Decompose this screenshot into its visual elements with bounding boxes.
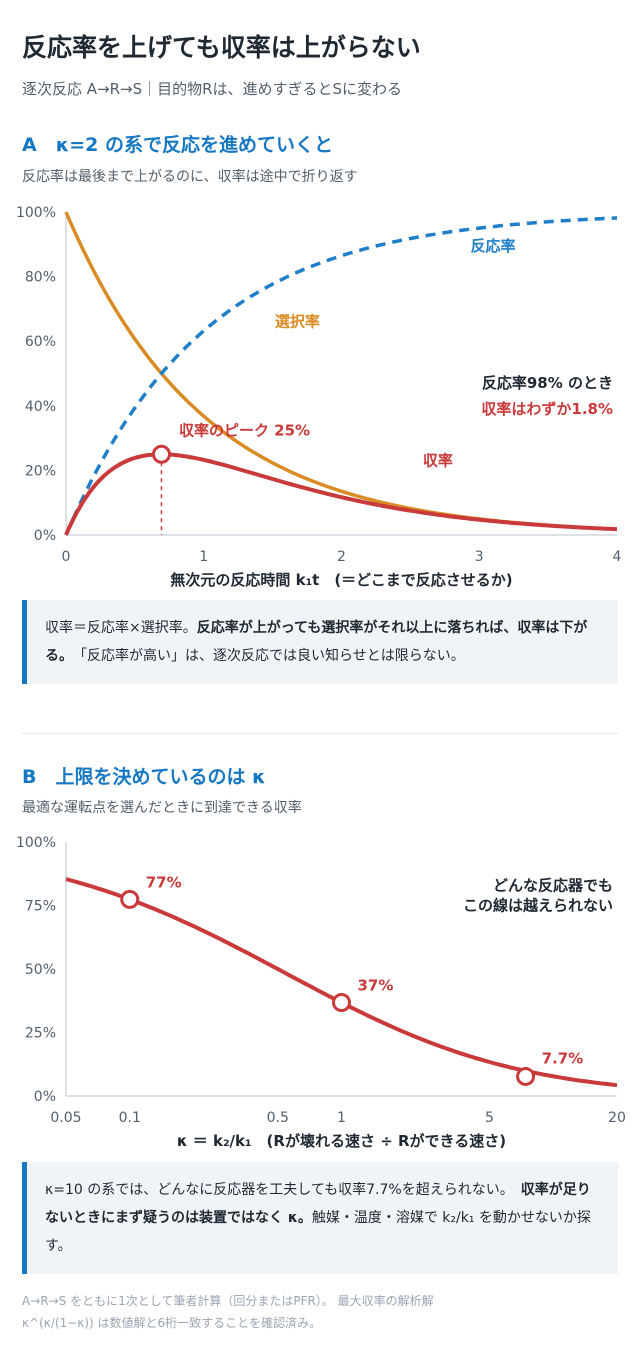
- note-b-text-2: 触媒・温度・溶媒で k₂/k₁ を動かせないか探す。: [45, 1210, 591, 1254]
- x-axis-label: 無次元の反応時間 k₁t (＝どこまで反応させるか): [170, 571, 512, 589]
- legend-label-selectivity: 選択率: [275, 313, 320, 331]
- y-tick-label: 40%: [25, 399, 56, 415]
- note-a-text-2: 「反応率が高い」は、逐次反応では良い知らせとは限らない。: [80, 648, 465, 664]
- x-tick-label: 1: [199, 549, 208, 565]
- x-tick-label: 0.5: [267, 1110, 289, 1126]
- x-tick-label: 4: [613, 549, 622, 565]
- point-label: 37%: [358, 977, 394, 995]
- x-tick-label: 3: [475, 549, 484, 565]
- y-tick-label: 0%: [34, 1089, 56, 1105]
- x-tick-label: 0: [62, 549, 71, 565]
- section-a-subheading: 反応率は最後まで上がるのに、収率は途中で折り返す: [22, 169, 358, 185]
- section-b-heading: B 上限を決めているのは κ: [22, 766, 266, 788]
- x-tick-label: 20: [608, 1110, 626, 1126]
- y-tick-label: 75%: [25, 899, 56, 915]
- conversion-yield-chart: 0% 20% 40% 60% 80% 100% 0 1 2 3 4 無次元の反応時間 k₁t (＝どこ…: [16, 205, 622, 589]
- y-tick-label: 60%: [25, 334, 56, 350]
- legend-label-yield: 収率: [423, 452, 453, 470]
- point-marker: [120, 889, 140, 909]
- x-axis-label: κ ＝ k₂/k₁ (Rが壊れる速さ ÷ Rができる速さ): [177, 1132, 506, 1150]
- y-tick-label: 100%: [16, 835, 56, 851]
- callout-line-2: この線は越えられない: [463, 897, 613, 915]
- y-tick-label: 80%: [25, 270, 56, 286]
- section-b-subheading: 最適な運転点を選んだときに到達できる収率: [22, 800, 302, 816]
- series-selectivity-line: [64, 211, 618, 531]
- page-subtitle: 逐次反応 A→R→S｜目的物Rは、進めすぎるとSに変わる: [22, 80, 403, 98]
- point-marker: [516, 1066, 536, 1086]
- point-label: 7.7%: [542, 1049, 584, 1067]
- max-yield-chart: 0% 25% 50% 75% 100% 0.05 0.1 0.5 1 5 20 κ ＝ k₂/k₁ (…: [16, 835, 626, 1150]
- x-tick-label: 2: [337, 549, 346, 565]
- section-a-note: 収率＝反応率×選択率。反応率が上がっても選択率がそれ以上に落ちれば、収率は下がる…: [22, 600, 618, 684]
- page-title: 反応率を上げても収率は上がらない: [22, 33, 421, 62]
- callout-line-1: 反応率98% のとき: [482, 374, 613, 392]
- y-tick-label: 50%: [25, 962, 56, 978]
- note-b-bold: 収率が足りないときにまず疑うのは装置ではなく κ。: [45, 1182, 591, 1226]
- note-b-text-1: κ=10 の系では、どんなに反応器を工夫しても収率7.7%を超えられない。: [45, 1182, 507, 1198]
- x-tick-label: 1: [337, 1110, 346, 1126]
- callout-line-2: 収率はわずか1.8%: [481, 400, 613, 418]
- callout-line-1: どんな反応器でも: [493, 876, 613, 894]
- y-tick-label: 20%: [25, 463, 56, 479]
- legend-label-conversion: 反応率: [471, 237, 516, 255]
- section-a-heading: A κ=2 の系で反応を進めていくと: [22, 134, 333, 156]
- x-tick-label: 0.1: [119, 1110, 141, 1126]
- point-label: 77%: [146, 873, 182, 891]
- x-tick-label: 5: [485, 1110, 494, 1126]
- x-tick-label: 0.05: [50, 1110, 81, 1126]
- note-a-text-1: 収率＝反応率×選択率。: [45, 620, 197, 636]
- point-marker: [332, 993, 351, 1013]
- series-yield-line: [64, 452, 618, 536]
- footnote: A→R→S をともに1次として筆者計算（回分またはPFR）。 最大収率の解析解 …: [22, 1290, 434, 1334]
- section-divider: [22, 733, 618, 734]
- note-a-bold: 反応率が上がっても選択率がそれ以上に落ちれば、収率は下がる。: [45, 620, 588, 664]
- section-b-note: κ=10 の系では、どんなに反応器を工夫しても収率7.7%を超えられない。 収率…: [22, 1162, 618, 1274]
- peak-label: 収率のピーク 25%: [179, 422, 310, 440]
- footnote-line-1: A→R→S をともに1次として筆者計算（回分またはPFR）。 最大収率の解析解: [22, 1294, 434, 1308]
- footnote-line-2: κ^(κ/(1−κ)) は数値解と6桁一致することを確認済み。: [22, 1316, 322, 1330]
- y-tick-label: 0%: [34, 528, 56, 544]
- y-tick-label: 25%: [25, 1026, 56, 1042]
- peak-marker: [151, 444, 171, 464]
- y-tick-label: 100%: [16, 205, 56, 221]
